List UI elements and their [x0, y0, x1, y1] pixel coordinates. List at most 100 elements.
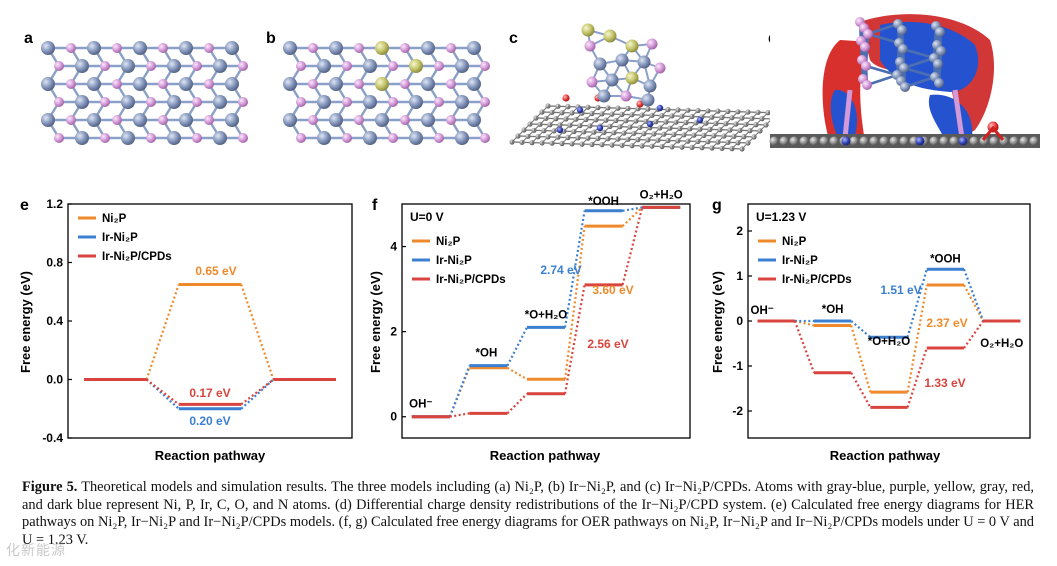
atom — [100, 61, 110, 71]
atom — [455, 95, 469, 109]
atom — [400, 115, 410, 125]
carbon-atom — [809, 136, 819, 146]
connector-line — [621, 206, 643, 227]
atom — [283, 41, 297, 55]
nitrogen-atom — [696, 116, 704, 124]
atom — [87, 41, 101, 55]
connector-line — [622, 206, 643, 212]
connector-line — [906, 347, 928, 408]
energy-annotation: 2.74 eV — [540, 263, 581, 277]
atom — [342, 97, 352, 107]
cluster-atom — [625, 71, 639, 85]
cluster-atom — [861, 61, 871, 71]
connector-line — [448, 367, 471, 418]
cluster-atom — [900, 82, 910, 92]
cluster-on-graphene-icon — [509, 23, 781, 152]
atom — [317, 131, 331, 145]
atom — [342, 61, 352, 71]
connector-line — [506, 326, 528, 367]
step-label: *O+H₂O — [868, 336, 911, 348]
cluster-atom — [586, 76, 598, 88]
atom — [192, 97, 202, 107]
watermark: 化新能源 — [6, 543, 66, 559]
cluster-atom — [605, 73, 619, 87]
atom — [66, 43, 76, 53]
atom — [167, 95, 181, 109]
atom — [158, 43, 168, 53]
energy-annotation: 2.37 eV — [926, 316, 967, 330]
carbon-atom — [859, 136, 869, 146]
carbon-atom — [829, 136, 839, 146]
atom — [75, 95, 89, 109]
atom — [87, 113, 101, 127]
atom — [204, 79, 214, 89]
atom — [133, 77, 147, 91]
panel-f: f Free energy (eV) Reaction pathway 0 2 4 N… — [368, 189, 691, 463]
atom — [41, 77, 55, 91]
cluster-atom — [897, 25, 907, 35]
atom — [121, 131, 135, 145]
atom — [467, 41, 481, 55]
atom — [158, 79, 168, 89]
atom — [308, 79, 318, 89]
energy-annotation: 1.51 eV — [880, 283, 921, 297]
cluster-atom — [625, 39, 639, 53]
plot-frame — [401, 203, 691, 439]
atom — [213, 131, 227, 145]
atom — [409, 95, 423, 109]
atom — [41, 41, 55, 55]
caption-text: Theoretical models and simulation result… — [22, 479, 1034, 548]
atom — [146, 133, 156, 143]
atom — [308, 43, 318, 53]
panel-letter-e: e — [20, 197, 29, 214]
atom — [283, 77, 297, 91]
nitrogen-atom — [841, 136, 851, 146]
energy-annotation: 1.33 eV — [924, 376, 965, 390]
step-label: OH⁻ — [751, 305, 774, 317]
atom — [75, 59, 89, 73]
connector-line — [563, 225, 586, 380]
y-tick-label: -1 — [732, 359, 743, 373]
atom — [329, 77, 343, 91]
legend-label: Ir-Ni₂P/CPDs — [436, 274, 506, 286]
atom — [467, 113, 481, 127]
atom — [225, 41, 239, 55]
carbon-atom — [979, 136, 989, 146]
atom — [388, 133, 398, 143]
atom — [75, 131, 89, 145]
cluster-atom — [862, 80, 872, 90]
carbon-atom — [879, 136, 889, 146]
atom — [388, 97, 398, 107]
energy-annotation: 3.60 eV — [592, 283, 633, 297]
atom — [317, 59, 331, 73]
connector-line — [906, 268, 928, 338]
carbon-atom — [1029, 136, 1039, 146]
atom — [329, 41, 343, 55]
energy-annotation: 0.17 eV — [189, 386, 230, 400]
y-tick-label: 0 — [736, 314, 743, 328]
cluster-atom — [654, 62, 666, 74]
panel-letter-c: c — [509, 30, 518, 47]
atom — [480, 61, 490, 71]
oxygen-atom — [636, 100, 644, 108]
cluster-atom — [899, 63, 909, 73]
step-label: *OH — [476, 348, 498, 360]
ni2p-slab-icon — [41, 41, 248, 145]
atom — [434, 61, 444, 71]
atom — [238, 133, 248, 143]
atom — [54, 133, 64, 143]
atom — [388, 61, 398, 71]
atom — [400, 79, 410, 89]
atom — [480, 133, 490, 143]
y-tick-label: 2 — [736, 224, 743, 238]
panel-g: g Free energy (eV) Reaction pathway -2 -1… — [710, 197, 1031, 463]
atom — [455, 59, 469, 73]
legend-label: Ni₂P — [436, 236, 461, 248]
atom — [133, 41, 147, 55]
atom — [213, 95, 227, 109]
connector-line — [506, 392, 528, 415]
step-label: *OH — [822, 304, 844, 316]
cluster-atom — [860, 42, 870, 52]
figure-5: a b c d e Free energy (eV) Reaction path… — [18, 14, 1040, 463]
atom — [363, 59, 377, 73]
